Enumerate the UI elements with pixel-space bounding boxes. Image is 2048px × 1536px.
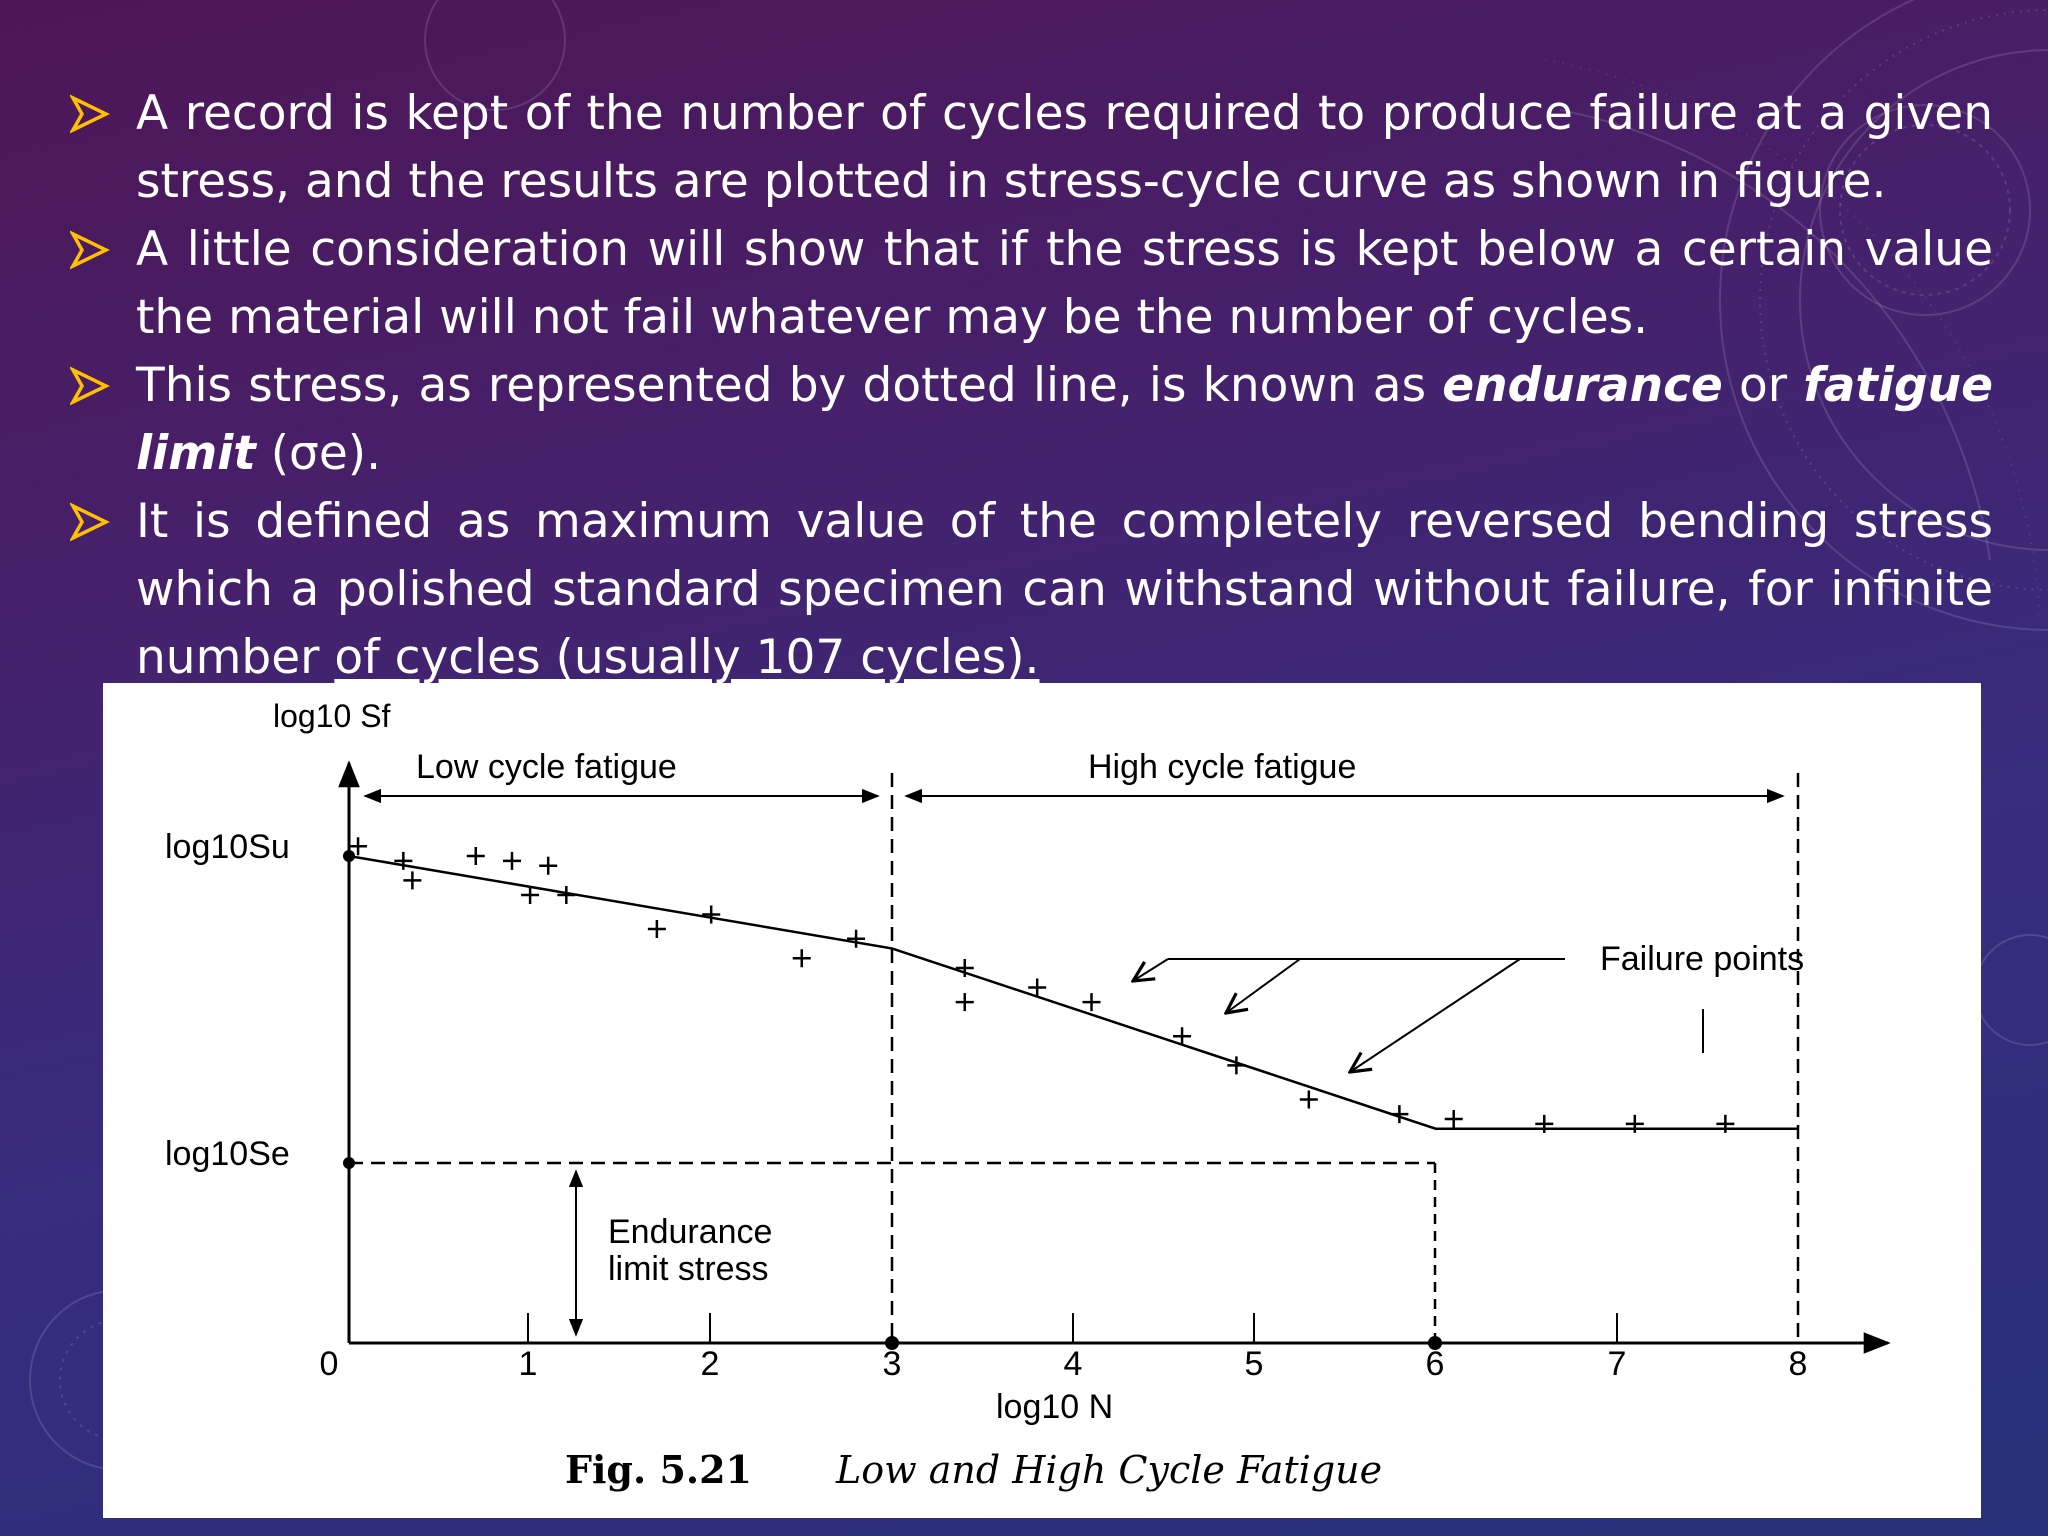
x-tick-label: 2 [701,1345,720,1383]
caption-number: Fig. 5.21 [565,1447,752,1492]
failure-point [955,993,974,1012]
failure-point [1299,1090,1318,1109]
x-axis-label: log10 N [996,1388,1113,1426]
su-label: log10Su [165,828,290,866]
failure-point [647,920,666,939]
x-tick-label: 8 [1789,1345,1808,1383]
failure-point [955,959,974,978]
bullet-text-underlined: of cycles (usually 107 cycles). [334,630,1040,685]
failure-points-label: Failure points [1600,940,1804,978]
sn-curve-figure: log10 Sf log10Su log10Se Low cycle fatig… [103,683,1981,1518]
failure-point [349,837,368,856]
high-cycle-label: High cycle fatigue [1088,748,1356,786]
endurance-label-1: Endurance [608,1213,772,1251]
failure-point [1028,978,1047,997]
term-fatigue-limit: fatigue limit [136,358,1993,481]
y-axis-label: log10 Sf [273,698,391,734]
arrow-bullet-icon [70,230,110,270]
se-point [343,1157,355,1169]
x-tick-label: 7 [1608,1345,1627,1383]
point-3 [885,1336,899,1350]
arrow-bullet-icon [70,502,110,542]
bullet-item: A little consideration will show that if… [68,216,1993,352]
failure-point [1716,1114,1735,1133]
sn-diagram: log10 Sf log10Su log10Se Low cycle fatig… [165,698,1891,1492]
failure-point [1444,1109,1463,1128]
bullet-text: This stress, as represented by dotted li… [136,358,1443,413]
failure-point [466,847,485,865]
failure-point [1227,1056,1246,1075]
failure-pointer [1133,958,1704,1072]
x-tick-label: 5 [1245,1345,1264,1383]
failure-point [1625,1114,1644,1133]
caption-title: Low and High Cycle Fatigue [835,1448,1382,1492]
failure-point [1082,993,1101,1012]
failure-point [1173,1027,1192,1046]
failure-point [502,851,521,870]
x-tick-label: 1 [519,1345,538,1383]
bullet-text: A record is kept of the number of cycles… [136,86,1993,209]
bullet-list: A record is kept of the number of cycles… [68,80,1993,692]
failure-point [702,905,721,924]
se-label: log10Se [165,1135,290,1173]
bullet-text: It is defined as maximum value of the co… [136,494,1993,685]
failure-point [847,929,866,948]
failure-point [539,856,558,875]
low-cycle-label: Low cycle fatigue [416,748,677,786]
failure-point [1535,1114,1554,1133]
failure-point [394,851,413,870]
bullet-text: A little consideration will show that if… [136,222,1993,345]
sn-curve [348,854,1798,1130]
bullet-item: This stress, as represented by dotted li… [68,352,1993,488]
x-tick-label: 0 [320,1345,339,1383]
point-6 [1428,1336,1442,1350]
bullet-item: It is defined as maximum value of the co… [68,488,1993,692]
term-endurance: endurance [1442,358,1723,413]
x-tick-label: 4 [1064,1345,1083,1383]
failure-point [792,949,811,968]
x-tick-label: 6 [1426,1345,1445,1383]
failure-point [557,885,576,904]
failure-points [349,837,1735,1133]
x-tick-label: 3 [883,1345,902,1383]
endurance-label-2: limit stress [608,1250,769,1288]
failure-point [403,871,422,890]
su-point [343,850,355,862]
arrow-bullet-icon [70,366,110,406]
arrow-bullet-icon [70,94,110,134]
failure-point [1390,1105,1409,1124]
bullet-item: A record is kept of the number of cycles… [68,80,1993,216]
failure-point [521,885,540,904]
